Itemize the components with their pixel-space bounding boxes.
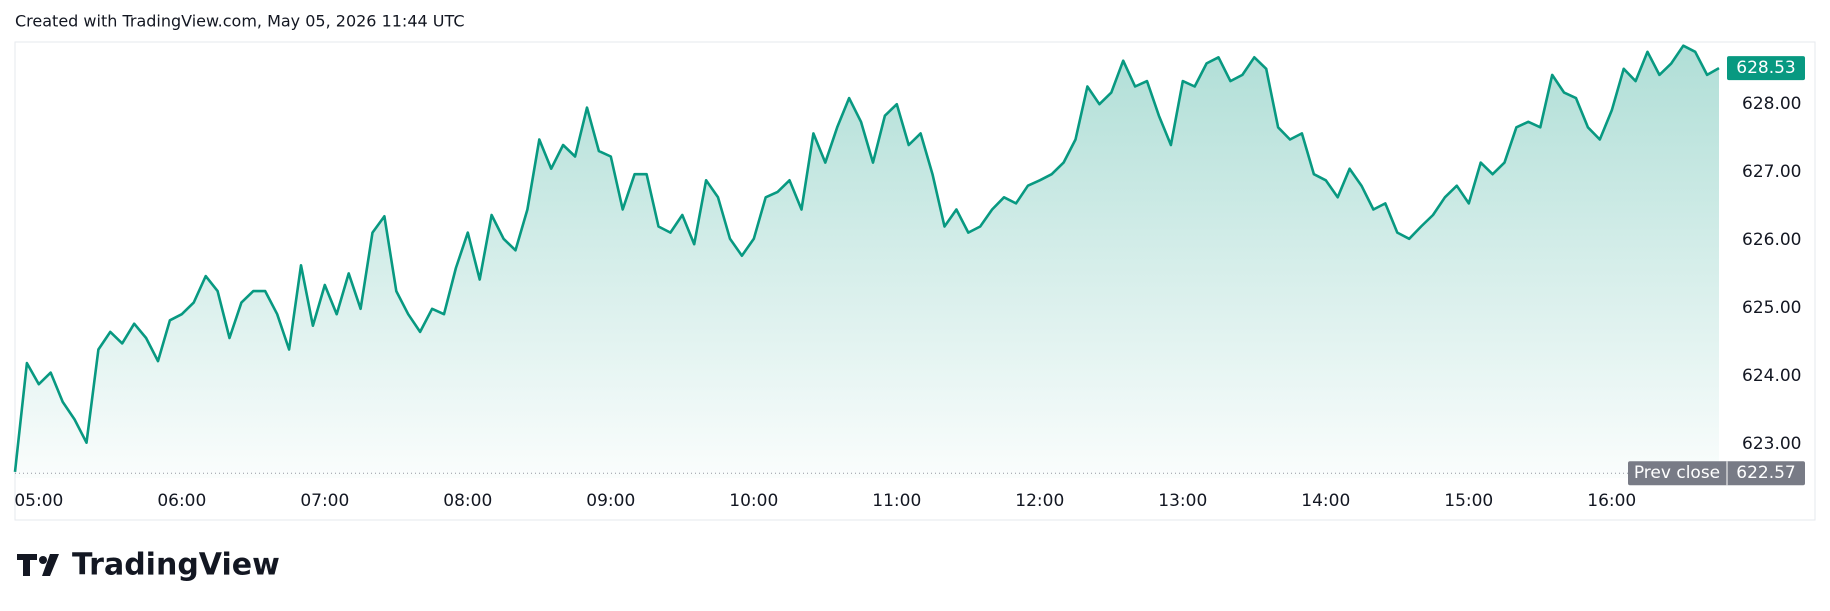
y-tick-label: 623.00 <box>1742 434 1801 454</box>
x-tick-label: 15:00 <box>1444 491 1493 511</box>
y-tick-label: 627.00 <box>1742 162 1801 182</box>
x-tick-label: 08:00 <box>443 491 492 511</box>
watermark: TradingView <box>72 548 280 583</box>
area-fill <box>15 45 1719 478</box>
y-tick-label: 628.00 <box>1742 94 1801 114</box>
x-tick-label: 05:00 <box>14 491 63 511</box>
y-tick-label: 625.00 <box>1742 298 1801 318</box>
x-tick-label: 13:00 <box>1158 491 1207 511</box>
caption: Created with TradingView.com, May 05, 20… <box>15 12 464 31</box>
x-tick-label: 16:00 <box>1587 491 1636 511</box>
prev-close-value: 622.57 <box>1736 463 1795 483</box>
x-tick-label: 11:00 <box>872 491 921 511</box>
prev-close-title: Prev close <box>1634 463 1720 483</box>
x-tick-label: 14:00 <box>1301 491 1350 511</box>
x-tick-label: 09:00 <box>586 491 635 511</box>
y-tick-label: 626.00 <box>1742 230 1801 250</box>
last-price-label: 628.53 <box>1736 58 1795 78</box>
x-tick-label: 12:00 <box>1015 491 1064 511</box>
x-tick-label: 07:00 <box>300 491 349 511</box>
y-tick-label: 624.00 <box>1742 366 1801 386</box>
logo-icon <box>17 554 59 576</box>
last-price-badge <box>1727 56 1805 81</box>
price-line <box>13 44 1720 473</box>
prev-close-badge <box>1628 461 1805 486</box>
chart-frame <box>14 41 1816 521</box>
x-tick-label: 06:00 <box>157 491 206 511</box>
x-tick-label: 10:00 <box>729 491 778 511</box>
